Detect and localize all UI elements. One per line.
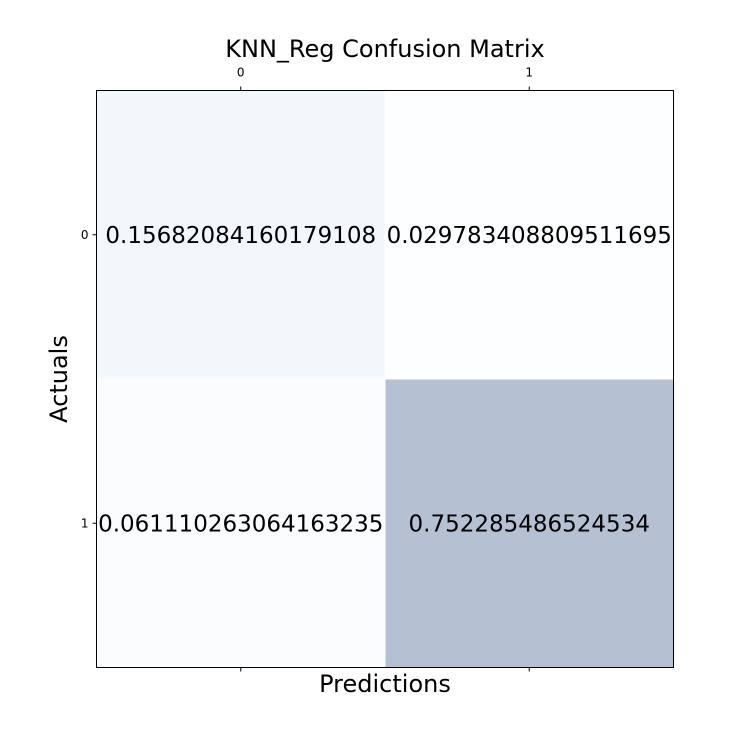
heatmap-cells: 0.15682084160179108 0.029783408809511695 0… — [96, 90, 674, 668]
cell-value-label-1-0: 0.061110263064163235 — [98, 511, 383, 537]
axis-ticks: 0 1 0 1 — [81, 66, 533, 672]
heatmap-cell-0-0 — [96, 90, 386, 380]
heatmap-cell-1-0 — [96, 378, 386, 668]
cell-value-label-0-1: 0.029783408809511695 — [387, 223, 672, 249]
cell-value-label-0-0: 0.15682084160179108 — [105, 223, 376, 249]
y-axis-label: Actuals — [45, 335, 73, 423]
cell-value-label-1-1: 0.752285486524534 — [409, 511, 650, 537]
x-axis-label: Predictions — [319, 670, 451, 698]
x-tick-label-0: 0 — [237, 66, 245, 80]
chart-title: KNN_Reg Confusion Matrix — [225, 35, 544, 63]
heatmap-cell-1-1 — [384, 378, 674, 668]
y-tick-label-0: 0 — [81, 228, 89, 242]
x-tick-label-1: 1 — [525, 66, 533, 80]
plot-frame — [96, 90, 674, 668]
y-tick-label-1: 1 — [81, 516, 89, 530]
heatmap-cell-0-1 — [384, 90, 674, 380]
